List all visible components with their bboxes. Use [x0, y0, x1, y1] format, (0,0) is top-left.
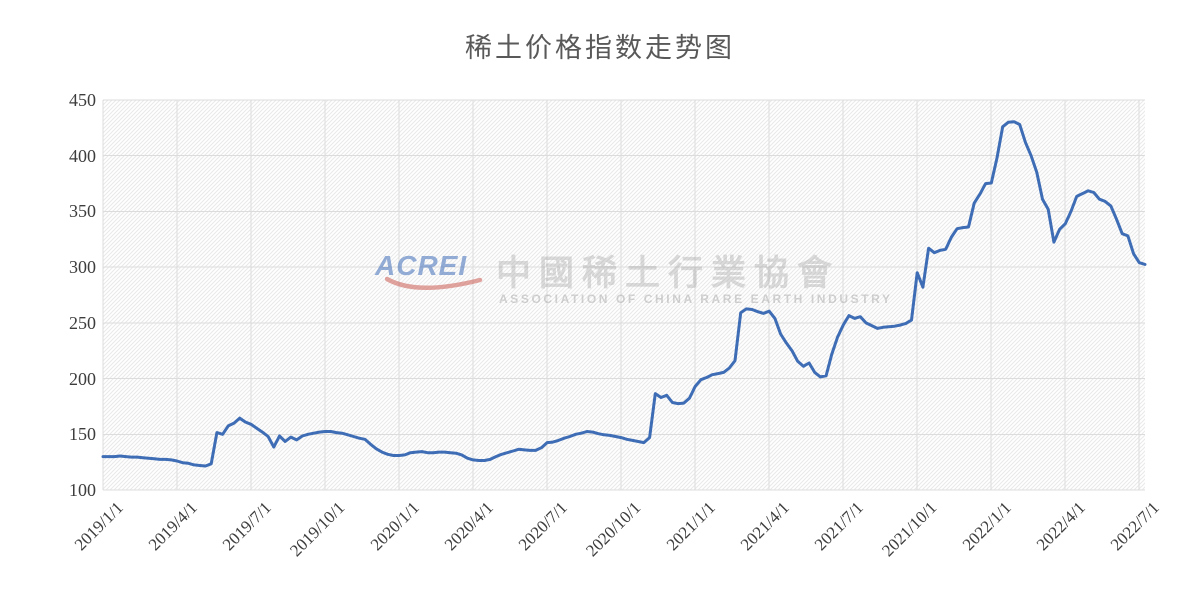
plot-area	[103, 100, 1145, 490]
watermark: ACREI 中國稀土行業協會 ASSOCIATION OF CHINA RARE…	[375, 247, 890, 309]
x-axis-tick-label: 2020/10/1	[582, 498, 645, 561]
y-axis-tick-label: 300	[69, 257, 96, 278]
y-axis-tick-label: 250	[69, 312, 96, 333]
y-axis-tick-label: 400	[69, 145, 96, 166]
y-axis-tick-label: 100	[69, 480, 96, 500]
x-axis-tick-label: 2021/4/1	[736, 498, 793, 555]
x-axis-tick-label: 2020/4/1	[440, 498, 497, 555]
x-axis-tick-label: 2021/1/1	[662, 498, 719, 555]
y-axis-tick-label: 200	[69, 368, 96, 389]
x-axis-tick-label: 2021/10/1	[878, 498, 941, 561]
y-axis-tick-label: 350	[69, 201, 96, 222]
x-axis-tick-label: 2019/1/1	[70, 498, 127, 555]
x-axis-tick-label: 2022/1/1	[958, 498, 1015, 555]
x-axis-tick-label: 2022/4/1	[1032, 498, 1089, 555]
x-axis-tick-label: 2020/1/1	[366, 498, 423, 555]
y-axis-tick-label: 150	[69, 424, 96, 445]
watermark-association-name-en: ASSOCIATION OF CHINA RARE EARTH INDUSTRY	[499, 292, 893, 306]
watermark-acrei-logo-text: ACREI	[375, 250, 468, 281]
x-axis-tick-label: 2020/7/1	[514, 498, 571, 555]
watermark-association-name-cn: 中國稀土行業協會	[496, 254, 841, 293]
x-axis-tick-label: 2019/10/1	[286, 498, 349, 561]
x-axis-tick-label: 2019/7/1	[218, 498, 275, 555]
price-index-line	[101, 120, 1147, 468]
y-axis-tick-label: 450	[69, 90, 96, 110]
watermark-red-swoosh-icon	[385, 276, 483, 290]
x-axis-tick-label: 2022/7/1	[1106, 498, 1163, 555]
chart-title: 稀土价格指数走势图	[465, 33, 735, 63]
x-axis-tick-label: 2021/7/1	[810, 498, 867, 555]
x-axis-tick-label: 2019/4/1	[144, 498, 201, 555]
